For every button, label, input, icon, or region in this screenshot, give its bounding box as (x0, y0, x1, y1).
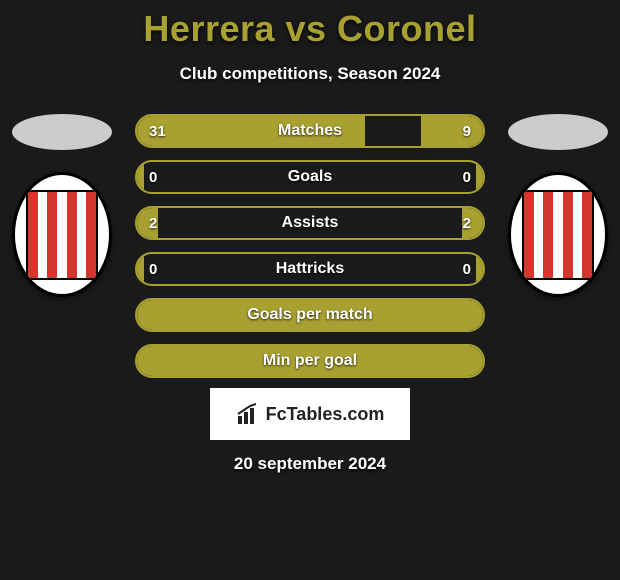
badge-stripe (582, 192, 592, 278)
badge-stripes-left (26, 190, 98, 280)
stat-value-right: 9 (463, 123, 471, 140)
stat-value-left: 2 (149, 215, 157, 232)
stat-label: Hattricks (276, 260, 344, 278)
content-row: 31 9 Matches 0 0 Goals 2 2 Assists 0 0 Hattricks Goa… (0, 114, 620, 378)
page-title: Herrera vs Coronel (0, 0, 620, 50)
stat-row: 0 0 Goals (135, 160, 485, 194)
stat-value-right: 0 (463, 261, 471, 278)
brand-text: FcTables.com (266, 404, 385, 425)
stat-label: Goals (288, 168, 332, 186)
brand-box: FcTables.com (210, 388, 410, 440)
stat-value-right: 0 (463, 169, 471, 186)
player-left-column (7, 114, 117, 297)
stat-row: Min per goal (135, 344, 485, 378)
badge-stripe (47, 192, 57, 278)
badge-stripe (524, 192, 534, 278)
badge-stripe (543, 192, 553, 278)
stats-column: 31 9 Matches 0 0 Goals 2 2 Assists 0 0 Hattricks Goa… (135, 114, 485, 378)
stat-label: Goals per match (247, 306, 372, 324)
stat-row: 0 0 Hattricks (135, 252, 485, 286)
badge-stripe (57, 192, 67, 278)
player-right-club-badge (508, 172, 608, 297)
stat-label: Min per goal (263, 352, 357, 370)
player-left-club-badge (12, 172, 112, 297)
stat-row: 2 2 Assists (135, 206, 485, 240)
badge-stripe (77, 192, 87, 278)
badge-stripe (28, 192, 38, 278)
badge-stripe (553, 192, 563, 278)
stat-value-right: 2 (463, 215, 471, 232)
stat-value-left: 0 (149, 169, 157, 186)
stat-fill-left (137, 254, 144, 284)
badge-stripe (38, 192, 48, 278)
badge-stripe (86, 192, 96, 278)
badge-stripe (563, 192, 573, 278)
date-text: 20 september 2024 (0, 454, 620, 474)
stat-fill-right (476, 162, 483, 192)
badge-stripes-right (522, 190, 594, 280)
stat-label: Assists (282, 214, 339, 232)
player-right-silhouette (508, 114, 608, 150)
stat-row: 31 9 Matches (135, 114, 485, 148)
stat-row: Goals per match (135, 298, 485, 332)
player-right-column (503, 114, 613, 297)
stat-fill-right (476, 254, 483, 284)
stat-value-left: 0 (149, 261, 157, 278)
stat-fill-right (421, 116, 483, 146)
brand-chart-icon (236, 402, 260, 426)
badge-stripe (573, 192, 583, 278)
badge-stripe (67, 192, 77, 278)
badge-stripe (534, 192, 544, 278)
stat-label: Matches (278, 122, 342, 140)
comparison-card: Herrera vs Coronel Club competitions, Se… (0, 0, 620, 580)
subtitle: Club competitions, Season 2024 (0, 64, 620, 84)
player-left-silhouette (12, 114, 112, 150)
stat-fill-left (137, 162, 144, 192)
stat-value-left: 31 (149, 123, 166, 140)
